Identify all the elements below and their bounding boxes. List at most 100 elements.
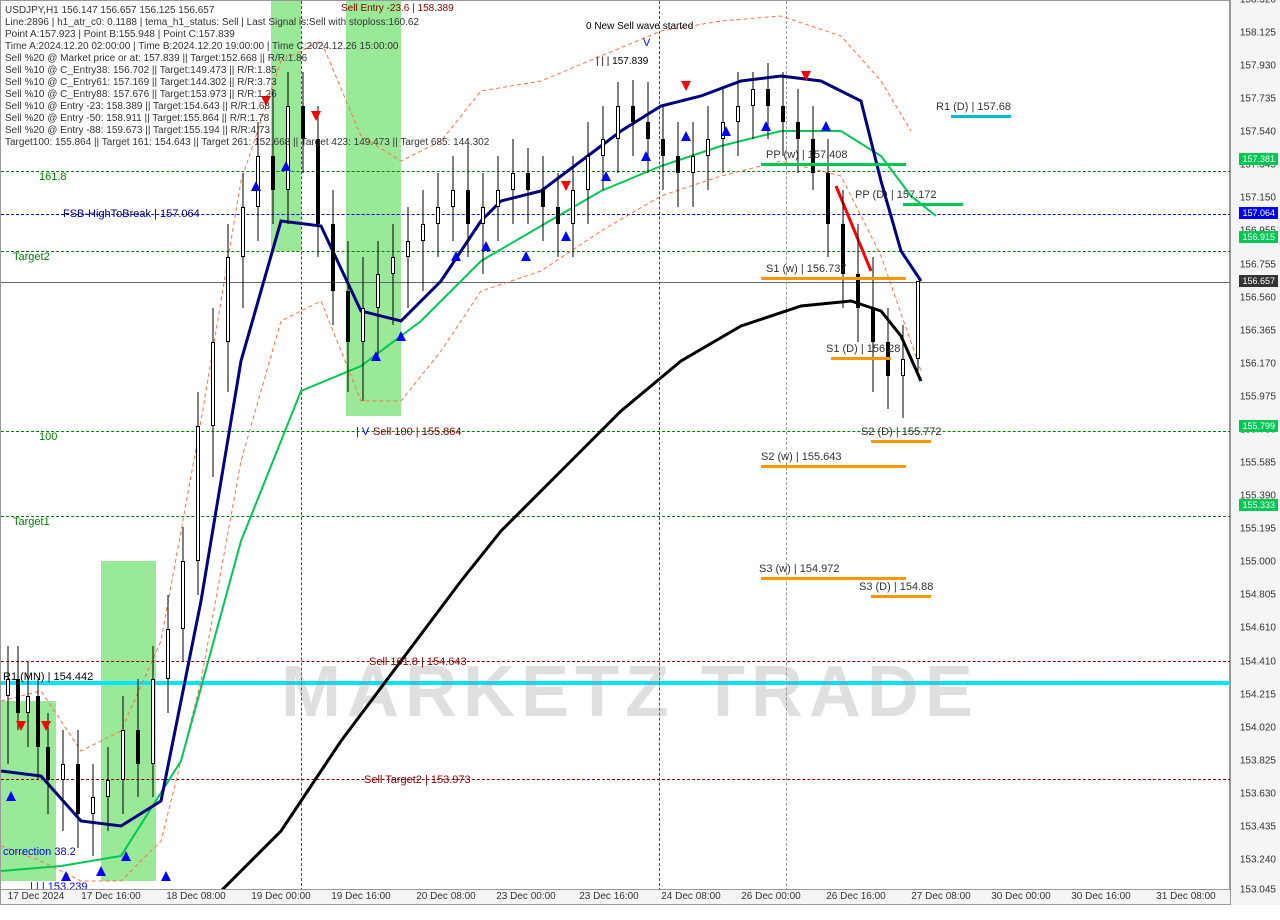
up-arrow-icon <box>721 126 731 136</box>
y-tick: 157.735 <box>1240 94 1276 105</box>
x-tick: 19 Dec 16:00 <box>331 891 391 902</box>
y-tick: 155.000 <box>1240 557 1276 568</box>
info-line: Line:2896 | h1_atr_c0: 0.1188 | tema_h1_… <box>5 17 419 28</box>
price-tag: 155.333 <box>1239 499 1278 511</box>
y-tick: 154.610 <box>1240 623 1276 634</box>
up-arrow-icon <box>761 121 771 131</box>
x-tick: 26 Dec 00:00 <box>741 891 801 902</box>
x-tick: 27 Dec 08:00 <box>911 891 971 902</box>
y-tick: 153.435 <box>1240 822 1276 833</box>
x-tick: 24 Dec 08:00 <box>661 891 721 902</box>
up-arrow-icon <box>121 851 131 861</box>
vertical-line <box>659 1 660 891</box>
pivot-label: S3 (D) | 154.88 <box>859 581 933 593</box>
y-tick: 156.560 <box>1240 293 1276 304</box>
up-arrow-icon <box>161 871 171 881</box>
pivot-line <box>951 115 1011 118</box>
y-tick: 156.365 <box>1240 326 1276 337</box>
x-tick: 19 Dec 00:00 <box>251 891 311 902</box>
pivot-line <box>761 163 906 166</box>
y-tick: 157.930 <box>1240 61 1276 72</box>
y-tick: 158.320 <box>1240 0 1276 6</box>
y-tick: 155.975 <box>1240 392 1276 403</box>
vertical-line <box>786 1 787 891</box>
x-tick: 20 Dec 08:00 <box>416 891 476 902</box>
y-tick: 154.805 <box>1240 590 1276 601</box>
annotation: Sell 161.8 | 154.643 <box>369 656 467 668</box>
horizontal-line <box>1 431 1231 432</box>
y-tick: 154.215 <box>1240 690 1276 701</box>
pivot-label: PP (w) | 157.408 <box>766 149 848 161</box>
y-tick: 153.240 <box>1240 855 1276 866</box>
price-tag: 156.915 <box>1239 231 1278 243</box>
x-tick: 26 Dec 16:00 <box>826 891 886 902</box>
info-line: USDJPY,H1 156.147 156.657 156.125 156.65… <box>5 5 214 16</box>
y-tick: 157.150 <box>1240 193 1276 204</box>
annotation: Sell 100 | 155.864 <box>373 426 461 438</box>
pivot-label: S2 (w) | 155.643 <box>761 451 842 463</box>
up-arrow-icon <box>451 251 461 261</box>
y-tick: 154.410 <box>1240 657 1276 668</box>
x-tick: 23 Dec 00:00 <box>496 891 556 902</box>
up-arrow-icon <box>521 251 531 261</box>
y-tick: 158.125 <box>1240 28 1276 39</box>
up-arrow-icon <box>6 791 16 801</box>
annotation: 161.8 <box>39 171 67 183</box>
up-arrow-icon <box>396 331 406 341</box>
price-tag: 157.064 <box>1239 207 1278 219</box>
info-line: Sell %10 @ C_Entry38: 156.702 || Target:… <box>5 65 277 76</box>
x-tick: 17 Dec 2024 <box>8 891 65 902</box>
up-arrow-icon <box>281 161 291 171</box>
price-tag: 155.799 <box>1239 420 1278 432</box>
annotation: Target2 <box>13 251 50 263</box>
price-tag: 156.657 <box>1239 275 1278 287</box>
info-line: Point A:157.923 | Point B:155.948 | Poin… <box>5 29 235 40</box>
y-tick: 156.755 <box>1240 260 1276 271</box>
annotation: | V <box>356 426 369 438</box>
pivot-line <box>761 465 906 468</box>
up-arrow-icon <box>561 231 571 241</box>
pivot-label: PP (D) | 157.172 <box>855 189 937 201</box>
annotation: 100 <box>39 431 57 443</box>
x-tick: 18 Dec 08:00 <box>166 891 226 902</box>
chart-label: 0 New Sell wave started <box>586 21 693 32</box>
down-arrow-icon <box>561 181 571 191</box>
signal-band <box>101 561 156 881</box>
pivot-label: R1 (D) | 157.68 <box>936 101 1011 113</box>
horizontal-line <box>1 516 1231 517</box>
horizontal-line <box>1 282 1231 283</box>
info-line: Sell %10 @ Entry -23: 158.389 || Target:… <box>5 101 270 112</box>
y-axis: 158.320 158.125 157.930 157.735 157.540 157.3… <box>1230 0 1280 905</box>
pivot-label: S3 (w) | 154.972 <box>759 563 840 575</box>
y-tick: 157.540 <box>1240 127 1276 138</box>
chart-area[interactable]: MARKETZ TRADE USDJPY,H1 156.147 156.657 … <box>0 0 1230 905</box>
x-tick: 23 Dec 16:00 <box>579 891 639 902</box>
info-line: Sell %20 @ Entry -88: 159.673 || Target:… <box>5 125 270 136</box>
up-arrow-icon <box>251 181 261 191</box>
pivot-line <box>871 595 931 598</box>
horizontal-line <box>1 779 1231 780</box>
horizontal-line <box>1 171 1231 172</box>
up-arrow-icon <box>641 151 651 161</box>
up-arrow-icon <box>371 351 381 361</box>
annotation: R1 (MN) | 154.442 <box>3 671 93 683</box>
x-axis: 17 Dec 2024 17 Dec 16:00 18 Dec 08:00 19 De… <box>1 889 1231 904</box>
down-arrow-icon <box>311 111 321 121</box>
pivot-label: S2 (D) | 155.772 <box>861 426 942 438</box>
x-tick: 30 Dec 00:00 <box>991 891 1051 902</box>
annotation: Sell Target2 | 153.973 <box>364 774 471 786</box>
down-arrow-icon <box>681 81 691 91</box>
info-line: Target100: 155.864 || Target 161: 154.64… <box>5 137 489 148</box>
pivot-line <box>871 440 931 443</box>
x-tick: 30 Dec 16:00 <box>1071 891 1131 902</box>
up-arrow-icon <box>601 171 611 181</box>
y-tick: 154.020 <box>1240 723 1276 734</box>
price-tag: 157.381 <box>1239 153 1278 165</box>
pivot-label: S1 (D) | 156.28 <box>826 343 900 355</box>
annotation: correction 38.2 <box>3 846 76 858</box>
y-tick: 153.045 <box>1240 885 1276 896</box>
y-tick: 153.630 <box>1240 789 1276 800</box>
x-tick: 17 Dec 16:00 <box>81 891 141 902</box>
horizontal-line <box>1 251 1231 252</box>
down-arrow-icon <box>41 721 51 731</box>
